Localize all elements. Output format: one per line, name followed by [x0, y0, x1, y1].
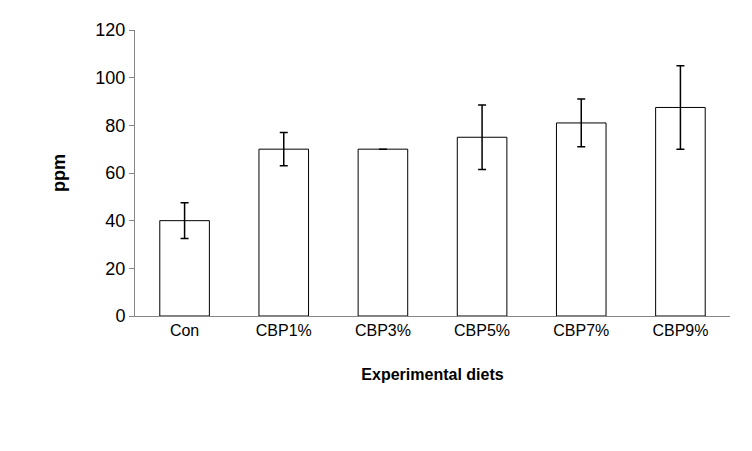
svg-text:CBP3%: CBP3% [355, 322, 411, 339]
svg-text:80: 80 [105, 116, 125, 136]
svg-text:100: 100 [95, 68, 125, 88]
svg-text:CBP5%: CBP5% [454, 322, 510, 339]
svg-text:60: 60 [105, 163, 125, 183]
svg-text:Experimental diets: Experimental diets [361, 366, 503, 383]
svg-text:Con: Con [170, 322, 199, 339]
svg-text:CBP7%: CBP7% [553, 322, 609, 339]
svg-text:20: 20 [105, 259, 125, 279]
svg-text:CBP9%: CBP9% [652, 322, 708, 339]
svg-text:120: 120 [95, 20, 125, 40]
svg-text:CBP1%: CBP1% [256, 322, 312, 339]
svg-text:40: 40 [105, 211, 125, 231]
svg-text:0: 0 [115, 306, 125, 326]
svg-text:ppm: ppm [49, 154, 69, 192]
